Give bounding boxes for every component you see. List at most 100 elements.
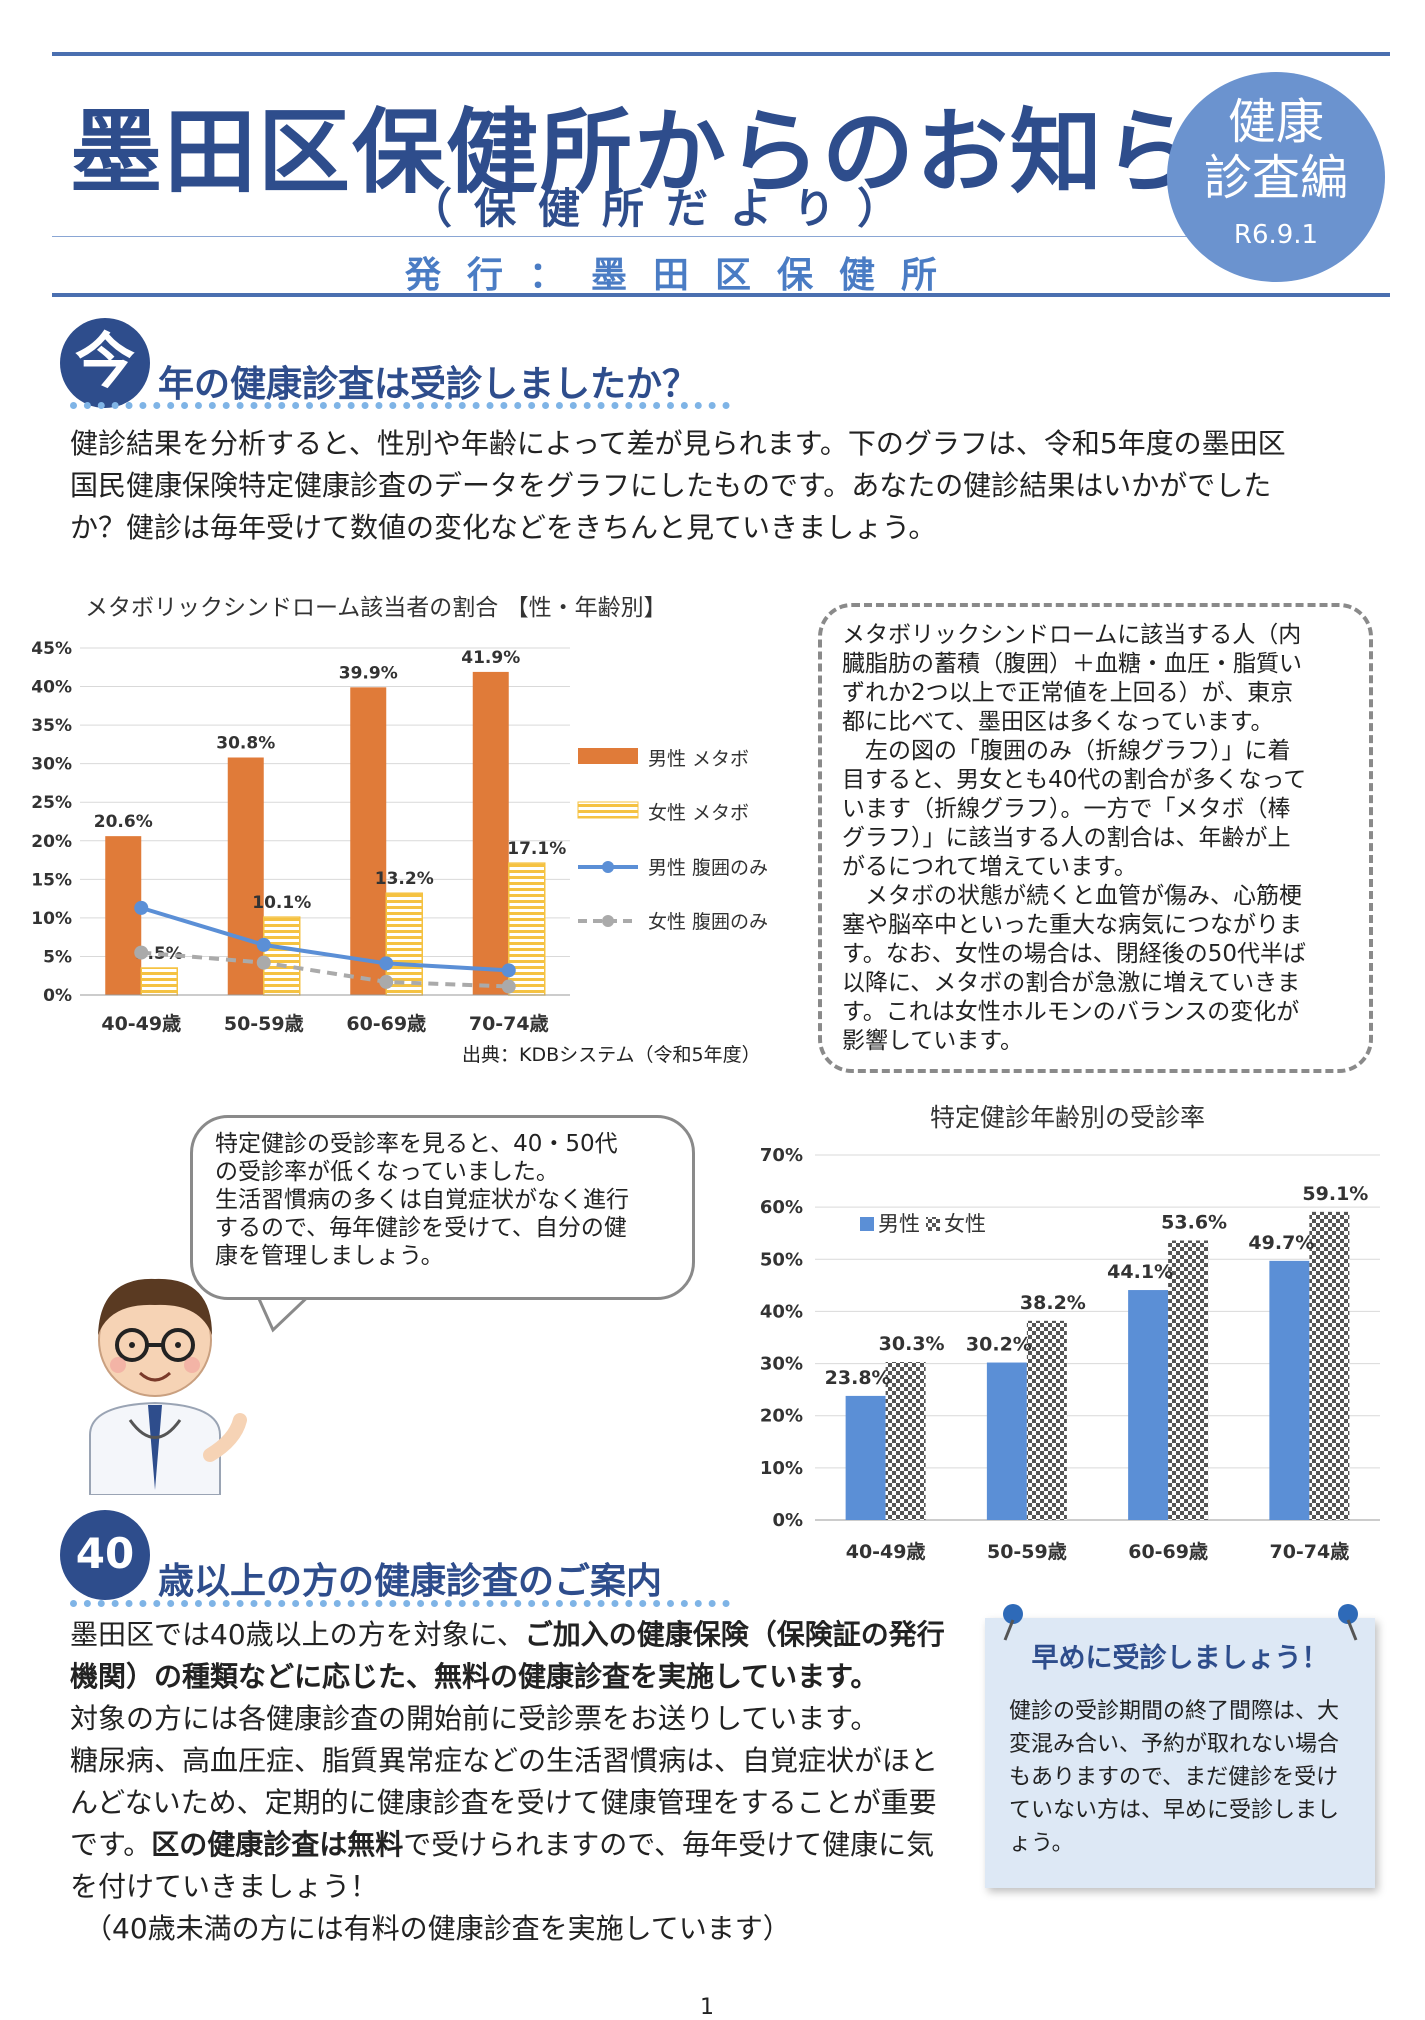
bar-female-metabo [508,862,546,996]
data-label-male-rate: 30.2% [966,1334,1032,1356]
y-tick-label: 30% [760,1354,803,1375]
y-tick-label: 45% [31,639,72,659]
bar-male-rate [845,1395,886,1520]
metabo-chart: 0%5%10%15%20%25%30%35%40%45%20.6%3.5%40-… [31,639,768,1035]
section2-dotted-rule [70,1600,730,1607]
data-label-female-rate: 59.1% [1302,1183,1368,1205]
section2-p1-bold: ご加入の健康保険（保険証の発行機関）の種類などに応じた、無料の健康診査を実施して… [70,1618,945,1693]
section2-p1-normal: 墨田区では40歳以上の方を対象に、 [70,1618,525,1651]
data-label-female-metabo: 10.1% [252,893,311,913]
bar-female-rate [1026,1320,1067,1520]
legend-swatch-male-metabo [578,748,638,764]
speech-line: 特定健診の受診率を見ると、40・50代 [215,1131,618,1157]
legend-label: 男性 腹囲のみ [648,857,768,879]
rate-chart-title: 特定健診年齢別の受診率 [930,1103,1206,1132]
note-line: す。これは女性ホルモンのバランスの変化が [842,999,1300,1025]
page-title: 墨田区保健所からのお知らせ [70,99,1291,206]
section2-circle: 40 [60,1510,150,1600]
male-waist-point [379,956,394,971]
x-tick-label: 40-49歳 [101,1013,181,1035]
legend-label-female: 女性 [944,1212,986,1236]
section2-title: 歳以上の方の健康診査のご案内 [158,1561,663,1602]
note-line: ずれか2つ以上で正常値を上回る）が、東京 [842,680,1294,706]
metabo-chart-source: 出典：KDBシステム（令和5年度） [462,1044,761,1066]
x-tick-label: 40-49歳 [846,1541,926,1563]
x-tick-label: 70-74歳 [469,1013,549,1035]
data-label-female-metabo: 17.1% [507,839,566,859]
note-line: 影響しています。 [842,1028,1024,1054]
note-line: す。なお、女性の場合は、閉経後の50代半ば [842,941,1306,967]
female-waist-line [141,950,509,989]
legend-swatch-male [860,1217,874,1231]
y-tick-label: 40% [31,678,72,698]
data-label-female-rate: 53.6% [1161,1212,1227,1234]
data-label-female-metabo: 13.2% [375,869,434,889]
legend-label: 女性 メタボ [648,802,749,824]
speech-bubble: 特定健診の受診率を見ると、40・50代 の受診率が低くなっていました。 生活習慣… [190,1115,695,1300]
note-line: 塞や脳卒中といった重大な病気につながりま [842,912,1302,938]
section2-p2: 対象の方には各健康診査の開始前に受診票をお送りしています。 [70,1702,879,1735]
data-label-male-rate: 49.7% [1248,1232,1314,1254]
section1-intro: 健診結果を分析すると、性別や年齢によって差が見られます。下のグラフは、令和5年度… [70,423,1370,549]
y-tick-label: 60% [760,1197,803,1218]
speech-line: の受診率が低くなっていました。 [215,1159,559,1185]
male-waist-point [501,963,516,978]
page-number: 1 [700,1995,714,2020]
female-waist-point [501,979,516,994]
note-line: グラフ）」に該当する人の割合は、年齢が上 [842,825,1291,851]
y-tick-label: 30% [31,755,72,775]
legend-label: 女性 腹囲のみ [648,911,768,933]
early-checkup-box: 早めに受診しましょう！ 健診の受診期間の終了間際は、大変混み合い、予約が取れない… [985,1618,1375,1888]
note-line: 目すると、男女とも40代の割合が多くなって [842,767,1307,793]
page-subtitle: （保健所だより） [410,184,922,233]
edition-badge: 健康 診査編 R6.9.1 [1167,72,1385,282]
bar-female-rate [1309,1211,1350,1520]
note-line: 左の図の「腹囲のみ（折線グラフ）」に着 [842,738,1291,764]
badge-line1: 健康 [1227,94,1324,150]
y-tick-label: 20% [31,832,72,852]
header-bottom-rule [52,293,1390,297]
y-tick-label: 35% [31,716,72,736]
bar-female-rate [885,1362,926,1520]
metabo-chart-title: メタボリックシンドローム該当者の割合 【性・年齢別】 [85,595,667,621]
y-tick-label: 25% [31,793,72,813]
bar-female-metabo [263,916,301,996]
x-tick-label: 60-69歳 [1128,1541,1208,1563]
bar-male-metabo [227,757,264,995]
badge-line2: 診査編 [1203,150,1348,206]
legend-label: 男性 メタボ [648,748,749,770]
section2-p3a: 糖尿病、高血圧症、脂質異常症などの生活習慣病は、自覚症状がほとんどないため、定期… [70,1744,939,1861]
male-waist-line [140,905,509,973]
doctor-illustration [89,1278,247,1495]
y-tick-label: 70% [760,1145,803,1166]
note-line: メタボの状態が続くと血管が傷み、心筋梗 [842,883,1302,909]
data-label-male-metabo: 20.6% [94,812,153,832]
section2-p3-bold: 区の健康診査は無料 [151,1828,404,1861]
y-tick-label: 20% [760,1406,803,1427]
early-checkup-title: 早めに受診しましょう！ [1031,1643,1329,1674]
male-waist-point [256,937,271,952]
legend-label-male: 男性 [878,1212,920,1236]
y-tick-label: 10% [31,909,72,929]
bar-male-metabo [105,836,142,995]
data-label-male-metabo: 39.9% [339,663,398,683]
y-tick-label: 50% [760,1249,803,1270]
bar-female-rate [1168,1240,1209,1520]
x-tick-label: 50-59歳 [224,1013,304,1035]
section2-p4: （40歳未満の方には有料の健康診査を実施しています） [84,1912,791,1945]
data-label-female-rate: 30.3% [879,1333,945,1355]
pushpin-icon [1003,1604,1023,1641]
female-waist-point [256,955,271,970]
legend-marker-male-waist [602,861,614,873]
early-checkup-body: 健診の受診期間の終了間際は、大変混み合い、予約が取れない場合もありますので、まだ… [1009,1699,1340,1856]
bar-male-metabo [350,687,387,995]
bar-female-metabo [140,967,178,996]
y-tick-label: 10% [760,1458,803,1479]
data-label-male-metabo: 41.9% [461,648,520,668]
section1-intro-line: 健診結果を分析すると、性別や年齢によって差が見られます。下のグラフは、令和5年度… [70,427,1286,460]
legend-swatch-female-metabo [577,801,639,819]
female-waist-point [134,945,149,960]
y-tick-label: 40% [760,1301,803,1322]
section1-dotted-rule [70,402,730,409]
publisher-line: 発行：墨田区保健所 [405,255,964,296]
